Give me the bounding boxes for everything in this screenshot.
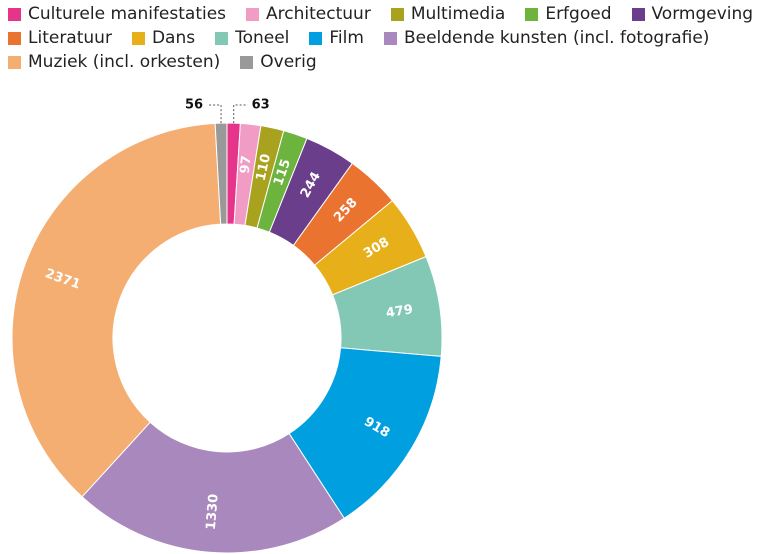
data-label: 110: [254, 153, 274, 183]
legend-item: Overig: [240, 52, 317, 72]
legend-label: Dans: [151, 28, 196, 48]
legend-swatch: [8, 55, 21, 69]
legend-item: Film: [309, 28, 364, 48]
legend-item: Muziek (incl. orkesten): [8, 52, 220, 72]
data-label: 1330: [204, 493, 222, 530]
legend-label: Toneel: [235, 28, 290, 48]
legend-swatch: [631, 7, 645, 21]
legend-swatch: [215, 31, 229, 45]
legend-item: Literatuur: [8, 28, 112, 48]
legend: Culturele manifestaties Architectuur Multi…: [8, 4, 773, 72]
legend-item: Toneel: [215, 28, 289, 48]
legend-item: Beeldende kunsten (incl. fotografie): [383, 28, 710, 48]
legend-label: Architectuur: [266, 4, 371, 24]
legend-label: Culturele manifestaties: [28, 4, 227, 24]
data-label: 56: [185, 98, 203, 113]
legend-swatch: [246, 7, 260, 21]
leader-line: [207, 104, 222, 124]
legend-swatch: [8, 31, 21, 45]
legend-item: Architectuur: [246, 4, 371, 24]
legend-swatch: [525, 7, 539, 21]
legend-swatch: [8, 7, 21, 21]
donut-slice: [81, 421, 345, 554]
legend-swatch: [131, 31, 145, 45]
legend-label: Overig: [260, 52, 317, 72]
legend-label: Vormgeving: [651, 4, 754, 24]
legend-item: Dans: [131, 28, 196, 48]
legend-label: Beeldende kunsten (incl. fotografie): [403, 28, 710, 48]
legend-label: Literatuur: [28, 28, 112, 48]
legend-label: Muziek (incl. orkesten): [28, 52, 221, 72]
legend-swatch: [240, 55, 254, 69]
legend-item: Erfgoed: [525, 4, 612, 24]
leader-line: [233, 104, 248, 124]
legend-label: Multimedia: [410, 4, 506, 24]
legend-swatch: [390, 7, 404, 21]
legend-label: Erfgoed: [545, 4, 612, 24]
legend-swatch: [383, 31, 397, 45]
donut-slice: [11, 122, 222, 498]
legend-item: Multimedia: [390, 4, 506, 24]
data-label: 479: [385, 302, 414, 321]
donut-slice: [214, 122, 228, 225]
legend-item: Culturele manifestaties: [8, 4, 226, 24]
legend-item: Vormgeving: [631, 4, 754, 24]
data-label: 97: [238, 155, 255, 175]
legend-swatch: [309, 31, 323, 45]
legend-label: Film: [329, 28, 364, 48]
data-label: 63: [252, 98, 270, 113]
